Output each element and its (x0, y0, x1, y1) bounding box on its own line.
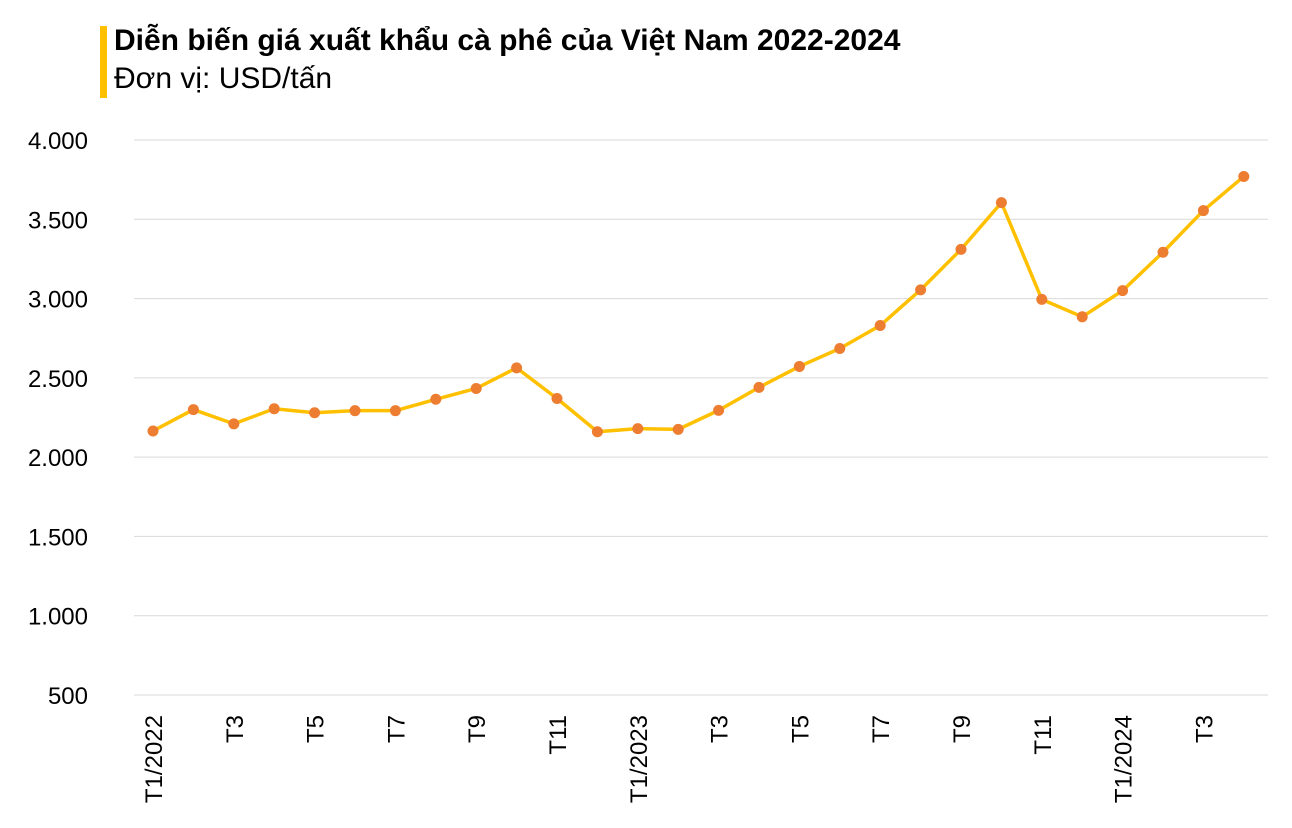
y-tick-label: 500 (48, 683, 88, 710)
x-tick-label: T5 (303, 715, 330, 743)
data-point (1076, 311, 1088, 323)
x-tick-label: T9 (464, 715, 491, 743)
data-point (672, 423, 684, 435)
data-point (834, 343, 846, 355)
data-point (753, 381, 765, 393)
x-tick-label: T7 (383, 715, 410, 743)
x-tick-label: T9 (949, 715, 976, 743)
x-tick-label: T3 (1191, 715, 1218, 743)
series-line (151, 174, 1246, 434)
x-tick-label: T3 (707, 715, 734, 743)
data-point (268, 403, 280, 415)
chart-title: Diễn biến giá xuất khẩu cà phê của Việt … (114, 24, 901, 57)
y-tick-label: 3.500 (28, 207, 88, 234)
data-point (430, 393, 442, 405)
data-point (713, 404, 725, 416)
data-point (551, 392, 563, 404)
data-point (228, 418, 240, 430)
data-point (955, 243, 967, 255)
data-point (632, 423, 644, 435)
y-tick-label: 2.000 (28, 445, 88, 472)
data-point (309, 407, 321, 419)
x-tick-label: T1/2024 (1111, 715, 1138, 803)
chart-subtitle: Đơn vị: USD/tấn (114, 62, 333, 95)
data-point (591, 426, 603, 438)
data-point (915, 284, 927, 296)
data-point (793, 360, 805, 372)
data-point (1238, 170, 1250, 182)
data-point (1117, 285, 1129, 297)
data-point (470, 382, 482, 394)
data-point (389, 405, 401, 417)
x-tick-label: T11 (545, 715, 572, 755)
data-point (147, 425, 159, 437)
x-tick-label: T7 (868, 715, 895, 743)
y-tick-label: 1.000 (28, 604, 88, 631)
data-point (874, 320, 886, 332)
y-tick-label: 2.500 (28, 366, 88, 393)
y-tick-label: 3.000 (28, 287, 88, 314)
data-point (349, 405, 361, 417)
x-tick-label: T3 (222, 715, 249, 743)
data-point (187, 404, 199, 416)
y-tick-label: 1.500 (28, 524, 88, 551)
data-point (1157, 246, 1169, 258)
y-tick-label: 4.000 (28, 128, 88, 155)
x-tick-label: T11 (1030, 715, 1057, 755)
data-point (511, 362, 523, 374)
title-accent-bar (100, 26, 107, 98)
data-point (1197, 205, 1209, 217)
x-tick-label: T1/2023 (626, 715, 653, 803)
data-point (1036, 293, 1048, 305)
x-tick-label: T1/2022 (141, 715, 168, 803)
data-point (995, 197, 1007, 209)
chart-header: Diễn biến giá xuất khẩu cà phê của Việt … (100, 22, 900, 98)
x-tick-label: T5 (787, 715, 814, 743)
